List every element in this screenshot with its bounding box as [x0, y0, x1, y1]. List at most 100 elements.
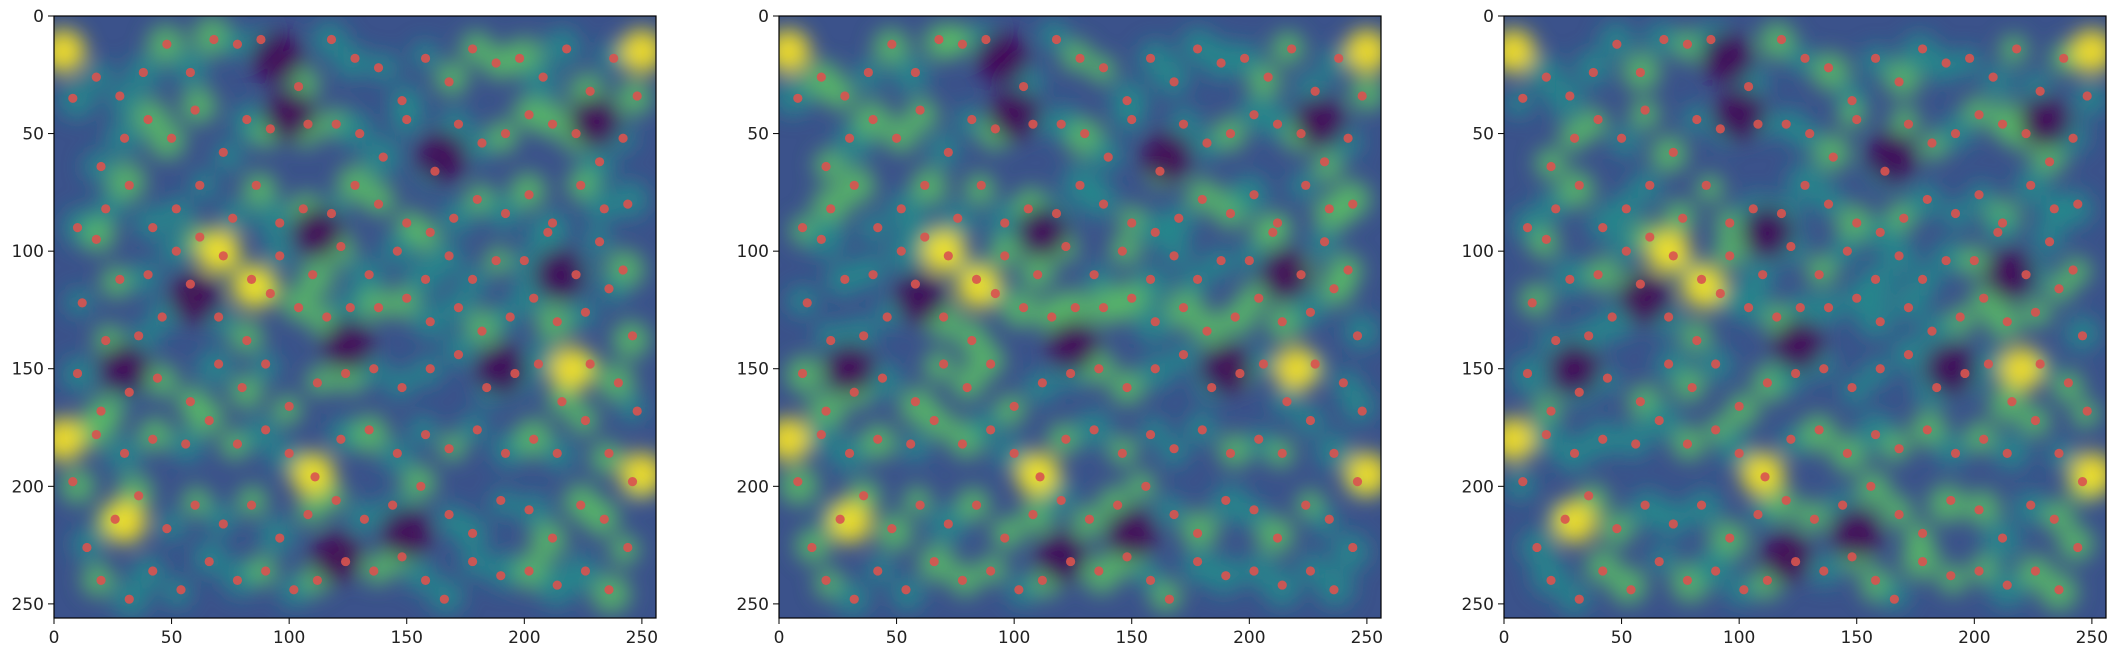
scatter-point — [195, 232, 205, 242]
scatter-point — [303, 509, 313, 520]
scatter-point — [453, 119, 464, 129]
scatter-point — [2026, 500, 2036, 510]
scatter-point — [1574, 387, 1584, 397]
scatter-point — [1668, 519, 1678, 529]
scatter-point — [1889, 594, 1899, 604]
scatter-point — [420, 274, 431, 284]
scatter-point — [599, 204, 609, 214]
scatter-point — [96, 575, 106, 585]
scatter-point — [1790, 556, 1801, 567]
scatter-point — [887, 39, 897, 49]
scatter-point — [618, 265, 628, 275]
scatter-point — [538, 72, 548, 82]
scatter-point — [981, 34, 991, 45]
scatter-point — [1786, 434, 1796, 444]
scatter-point — [529, 293, 539, 303]
scatter-point — [915, 500, 925, 510]
scatter-markers — [68, 34, 642, 604]
scatter-point — [2021, 270, 2031, 280]
scatter-point — [72, 223, 83, 233]
scatter-point — [359, 514, 370, 524]
scatter-point — [957, 575, 968, 585]
scatter-point — [1145, 575, 1156, 585]
scatter-point — [152, 373, 163, 383]
scatter-point — [906, 439, 916, 449]
scatter-point — [2012, 44, 2022, 54]
scatter-point — [1781, 119, 1791, 129]
scatter-point — [1221, 571, 1231, 581]
scatter-point — [1922, 425, 1932, 435]
scatter-point — [1035, 472, 1045, 482]
scatter-point — [623, 542, 633, 553]
scatter-point — [1776, 34, 1787, 45]
scatter-point — [500, 128, 511, 139]
scatter-point — [284, 448, 294, 458]
scatter-point — [562, 44, 572, 54]
scatter-point — [350, 180, 360, 190]
scatter-point — [557, 397, 567, 407]
scatter-point — [1075, 53, 1085, 63]
scatter-point — [957, 439, 968, 449]
scatter-point — [1127, 293, 1137, 303]
scatter-point — [2007, 397, 2017, 407]
scatter-point — [143, 114, 153, 125]
scatter-point — [1631, 439, 1641, 449]
scatter-point — [1277, 580, 1287, 590]
scatter-point — [1216, 58, 1226, 68]
scatter-point — [1983, 359, 1994, 369]
scatter-point — [1249, 110, 1259, 120]
scatter-point — [571, 128, 581, 139]
scatter-point — [1352, 477, 1363, 487]
scatter-point — [185, 397, 195, 407]
scatter-point — [2035, 359, 2045, 369]
scatter-point — [176, 585, 186, 595]
scatter-point — [840, 274, 850, 284]
scatter-point — [2044, 237, 2055, 247]
scatter-point — [1692, 335, 1702, 346]
scatter-point — [209, 34, 219, 45]
scatter-point — [2073, 199, 2083, 209]
scatter-point — [1145, 274, 1156, 284]
scatter-point — [1565, 91, 1575, 101]
y-tick-label: 200 — [737, 477, 769, 497]
scatter-point — [251, 180, 261, 190]
scatter-point — [1711, 566, 1721, 576]
scatter-point — [1216, 255, 1226, 266]
scatter-point — [143, 270, 153, 280]
scatter-point — [2077, 331, 2088, 341]
scatter-point — [1277, 317, 1287, 327]
scatter-point — [1169, 77, 1179, 87]
y-tick-label: 0 — [758, 7, 769, 27]
scatter-point — [1541, 429, 1551, 440]
scatter-point — [1762, 575, 1772, 585]
scatter-point — [134, 491, 144, 501]
scatter-point — [1296, 128, 1306, 139]
scatter-point — [1997, 533, 2008, 543]
scatter-point — [1950, 208, 1961, 219]
scatter-point — [1150, 317, 1160, 327]
scatter-point — [793, 477, 803, 487]
scatter-point — [1598, 434, 1608, 444]
scatter-point — [1612, 524, 1622, 534]
scatter-point — [1249, 566, 1259, 576]
scatter-point — [204, 556, 214, 567]
scatter-point — [1640, 105, 1650, 115]
scatter-point — [425, 317, 435, 327]
scatter-point — [1645, 180, 1655, 190]
scatter-point — [2054, 284, 2064, 294]
scatter-point — [1127, 114, 1137, 125]
scatter-point — [1852, 218, 1862, 228]
scatter-point — [1207, 382, 1217, 393]
scatter-markers — [793, 34, 1367, 604]
x-tick-label: 250 — [626, 628, 658, 648]
scatter-point — [1593, 114, 1603, 125]
scatter-point — [1800, 180, 1810, 190]
scatter-point — [1296, 270, 1306, 280]
scatter-point — [2030, 566, 2041, 576]
scatter-point — [1000, 533, 1010, 543]
scatter-point — [500, 448, 511, 458]
scatter-point — [1664, 359, 1674, 369]
y-tick-label: 150 — [12, 360, 44, 380]
scatter-point — [218, 519, 228, 529]
